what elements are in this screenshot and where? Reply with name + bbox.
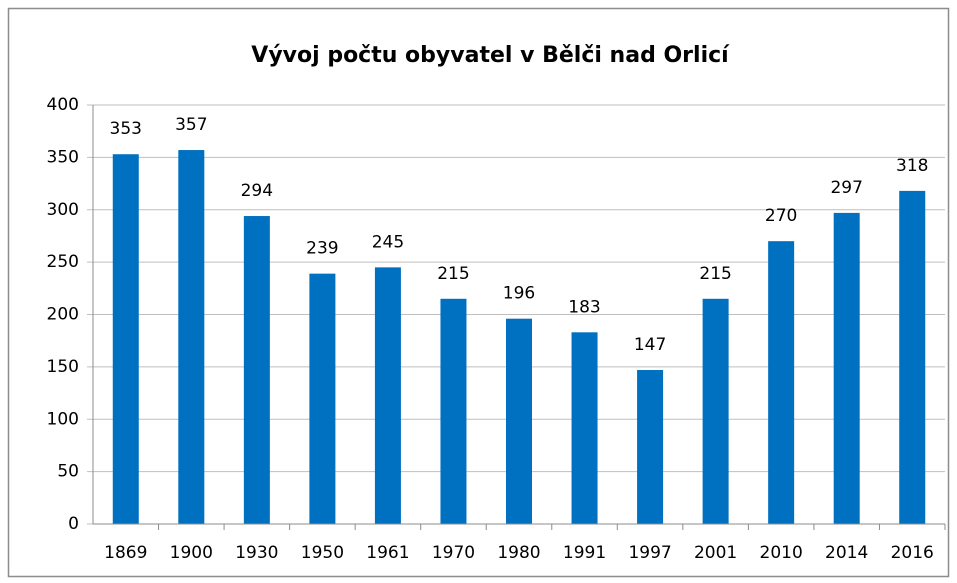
data-label: 239	[306, 239, 338, 259]
x-tick-label: 1997	[628, 543, 671, 563]
y-tick-label: 400	[47, 95, 79, 115]
bar	[374, 267, 401, 524]
x-tick-label: 1950	[301, 543, 344, 563]
y-tick-label: 100	[47, 409, 79, 429]
data-label: 357	[175, 115, 207, 135]
y-tick-label: 300	[47, 200, 79, 220]
bar	[899, 190, 926, 524]
data-label: 353	[110, 119, 142, 139]
chart-title: Vývoj počtu obyvatel v Bělči nad Orlicí	[251, 43, 730, 68]
x-tick-label: 1930	[235, 543, 278, 563]
data-label: 215	[437, 264, 469, 284]
y-tick-label: 50	[57, 462, 79, 482]
data-label: 270	[765, 206, 797, 226]
x-tick-label: 1991	[563, 543, 606, 563]
y-tick-label: 150	[47, 357, 79, 377]
bar	[506, 318, 532, 524]
x-tick-label: 2010	[760, 543, 803, 563]
data-label: 294	[241, 181, 273, 201]
x-tick-label: 2001	[694, 543, 737, 563]
bar	[178, 150, 205, 525]
bar	[440, 298, 467, 524]
bar	[702, 298, 729, 524]
x-tick-label: 1980	[497, 543, 540, 563]
data-label: 297	[830, 178, 862, 198]
x-tick-label: 1961	[366, 543, 409, 563]
data-label: 147	[634, 335, 666, 355]
chart-border	[7, 7, 950, 578]
data-label: 183	[568, 297, 600, 317]
bar	[571, 332, 598, 524]
data-label: 215	[699, 264, 731, 284]
x-tick-label: 1900	[170, 543, 213, 563]
bar	[112, 154, 139, 525]
data-label: 318	[896, 156, 928, 176]
bar	[243, 216, 270, 524]
x-tick-label: 2016	[891, 543, 934, 563]
data-label: 245	[372, 232, 404, 252]
y-tick-label: 350	[47, 147, 79, 167]
y-tick-label: 0	[68, 514, 79, 534]
x-tick-label: 1869	[104, 543, 147, 563]
bar	[637, 370, 664, 524]
y-tick-label: 200	[47, 305, 79, 325]
bar	[768, 241, 795, 525]
data-label: 196	[503, 284, 535, 304]
y-tick-label: 250	[47, 252, 79, 272]
x-tick-label: 2014	[825, 543, 868, 563]
bar	[833, 212, 860, 524]
x-tick-label: 1970	[432, 543, 475, 563]
bar	[309, 273, 336, 524]
